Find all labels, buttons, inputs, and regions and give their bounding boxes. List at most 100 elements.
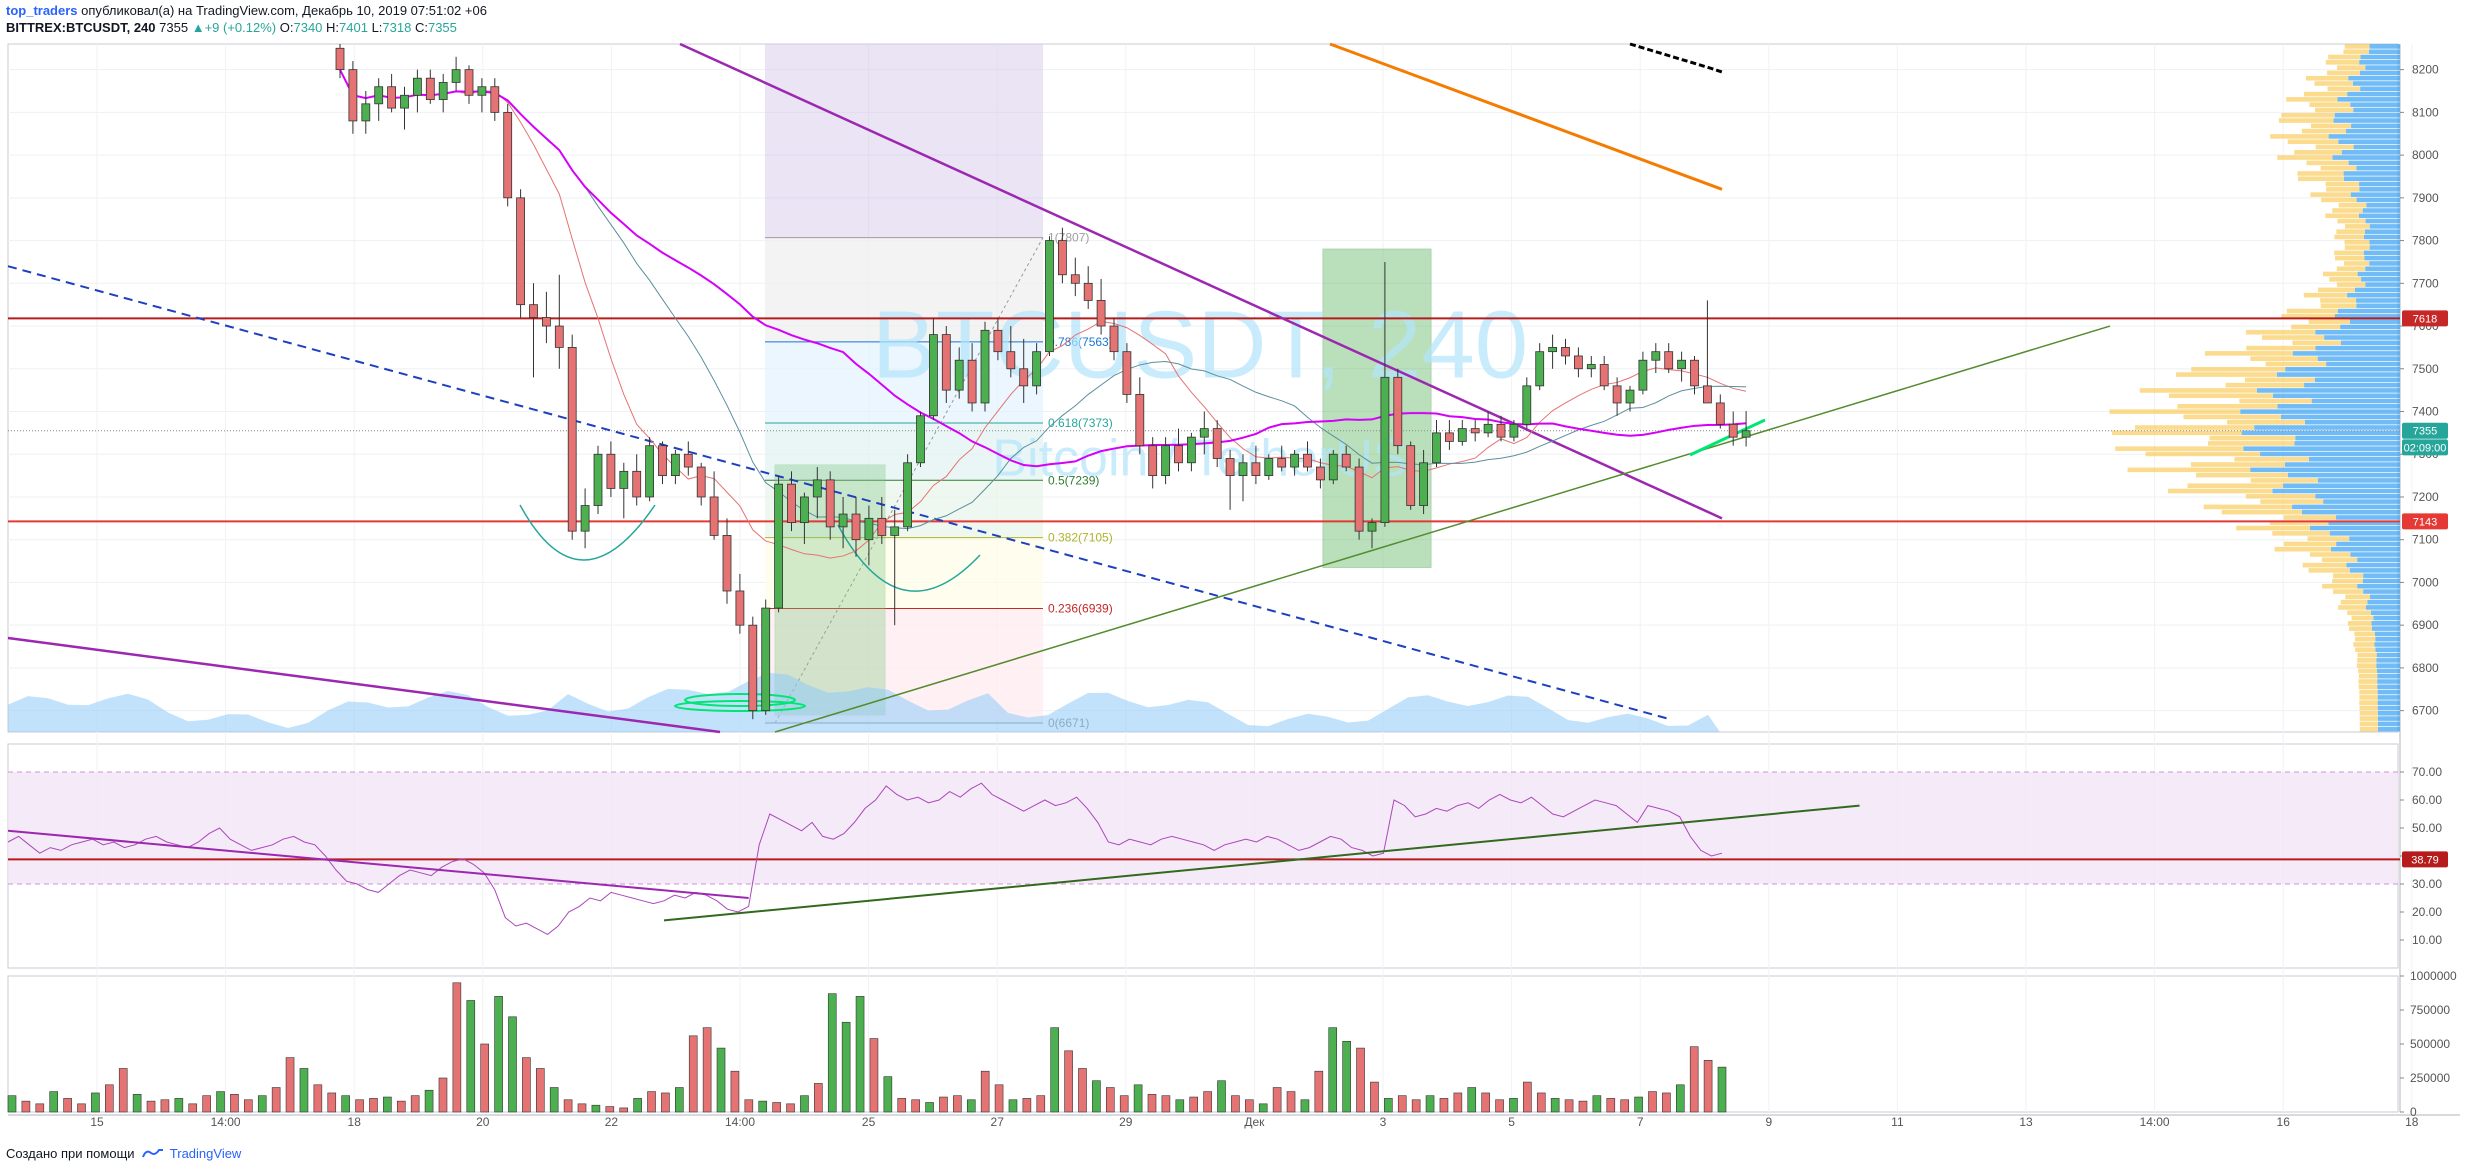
profile-bar-up — [2363, 234, 2400, 240]
candle-body — [477, 86, 487, 96]
profile-bar-up — [2323, 499, 2400, 504]
candle-body — [1470, 428, 1480, 434]
author-link[interactable]: top_traders — [6, 3, 78, 18]
price-tick-label: 8100 — [2412, 105, 2439, 119]
profile-bar-up — [2360, 54, 2400, 60]
rsi-line — [7, 782, 1723, 935]
profile-bar-down — [2286, 308, 2338, 314]
price-tick-label: 6900 — [2412, 618, 2439, 632]
volume-bar — [1119, 1095, 1129, 1113]
fib-level-label: 0.618(7373) — [1048, 416, 1113, 430]
candle-body — [1586, 364, 1596, 370]
profile-bar-up — [2362, 208, 2400, 213]
price-tag — [2402, 422, 2448, 439]
volume-tick-label: 1000000 — [2410, 969, 2457, 983]
volume-bar — [1675, 1084, 1685, 1113]
volume-bar — [1092, 1080, 1101, 1113]
volume-bar — [1425, 1095, 1435, 1113]
profile-bar-down — [2335, 255, 2365, 261]
profile-bar-down — [2250, 356, 2318, 361]
volume-bar — [633, 1098, 642, 1113]
volume-bar — [1536, 1092, 1546, 1113]
candle-body — [1548, 347, 1557, 353]
profile-bar-up — [2357, 271, 2400, 277]
profile-bar-down — [2351, 615, 2374, 621]
profile-bar-up — [2315, 493, 2400, 499]
volume-bar — [577, 1103, 587, 1113]
volume-bar — [1356, 1047, 1365, 1113]
volume-bar — [1481, 1092, 1490, 1113]
profile-bar-up — [2317, 478, 2400, 483]
candle — [1135, 377, 1145, 455]
candle — [348, 61, 358, 134]
candle-body — [1664, 351, 1674, 370]
volume-area-shape — [8, 672, 1720, 732]
volume-bar — [1634, 1096, 1643, 1113]
candle-body — [696, 466, 706, 498]
profile-bar-up — [2373, 615, 2400, 621]
profile-bar-down — [2325, 60, 2360, 65]
profile-bar-up — [2362, 578, 2400, 584]
candle — [580, 488, 590, 549]
volume-bar — [105, 1084, 114, 1113]
profile-bar-down — [2359, 700, 2378, 705]
candle-body — [851, 513, 861, 541]
profile-bar-up — [2334, 112, 2400, 118]
candle-body — [877, 517, 887, 536]
candle — [1019, 338, 1029, 403]
profile-bar-down — [2109, 409, 2241, 414]
candle-body — [993, 329, 1003, 353]
profile-bar-down — [2344, 261, 2370, 266]
volume-bar — [1509, 1098, 1518, 1113]
candle-body — [1354, 466, 1364, 532]
publish-text: опубликовал(а) на TradingView.com, Декаб… — [81, 3, 487, 18]
profile-bar-up — [2343, 171, 2400, 176]
green-ellipse — [674, 700, 806, 712]
volume-bar — [1203, 1091, 1212, 1113]
candle — [1432, 420, 1441, 468]
profile-bar-down — [2277, 155, 2333, 160]
profile-bar-up — [2367, 599, 2400, 605]
profile-bar-up — [2287, 472, 2400, 478]
candle — [1303, 441, 1312, 472]
profile-bar-down — [2355, 647, 2376, 653]
candle — [1212, 420, 1222, 468]
volume-bar — [911, 1099, 920, 1113]
time-tick-label: 7 — [1637, 1115, 1644, 1129]
candle — [1187, 432, 1196, 472]
profile-bar-up — [2369, 224, 2400, 229]
volume-bar — [285, 1057, 295, 1113]
candle — [1161, 437, 1170, 485]
candle-body — [735, 590, 745, 626]
symbol-name[interactable]: BITTREX:BTCUSDT, 240 — [6, 20, 156, 35]
volume-tick-label: 0 — [2410, 1105, 2417, 1119]
profile-bar-down — [2301, 128, 2347, 134]
footer-brand-link[interactable]: TradingView — [169, 1146, 242, 1161]
profile-bar-down — [2357, 652, 2377, 658]
profile-bar-up — [2243, 446, 2400, 451]
volume-bar — [744, 1099, 754, 1113]
volume-bar — [271, 1087, 281, 1113]
profile-bar-up — [2348, 75, 2400, 81]
profile-bar-down — [2328, 54, 2361, 60]
profile-bar-up — [2377, 689, 2400, 695]
footer: Создано при помощи TradingView — [6, 1146, 241, 1161]
profile-bar-up — [2285, 366, 2400, 372]
volume-bar — [299, 1068, 309, 1113]
volume-bar — [1036, 1095, 1046, 1113]
volume-bar — [1245, 1099, 1254, 1113]
volume-bar — [146, 1100, 156, 1113]
volume-bar — [1231, 1095, 1240, 1113]
candle — [1148, 437, 1158, 489]
volume-bar — [77, 1103, 86, 1113]
candle — [529, 283, 538, 378]
profile-bar-down — [2344, 245, 2370, 250]
candle — [645, 437, 654, 502]
candle — [941, 326, 951, 403]
candle-body — [374, 86, 384, 105]
profile-bar-up — [2340, 324, 2400, 330]
candle — [825, 471, 835, 540]
profile-bar-up — [2332, 155, 2400, 160]
candle — [361, 91, 371, 134]
